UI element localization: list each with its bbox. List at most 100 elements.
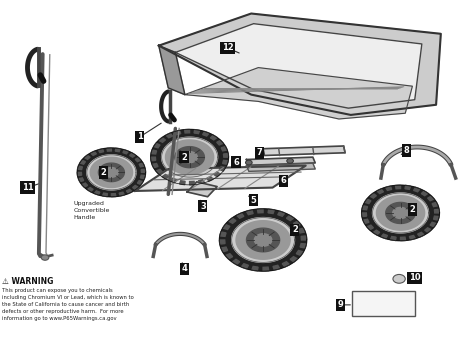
Polygon shape: [94, 191, 100, 195]
Polygon shape: [77, 172, 82, 175]
Polygon shape: [300, 244, 306, 248]
Polygon shape: [220, 232, 226, 236]
Text: 10: 10: [409, 273, 420, 282]
Polygon shape: [139, 163, 145, 167]
Polygon shape: [376, 196, 425, 230]
Polygon shape: [182, 152, 197, 163]
Polygon shape: [187, 182, 217, 197]
Polygon shape: [386, 186, 392, 190]
Polygon shape: [428, 196, 434, 201]
Polygon shape: [159, 14, 441, 115]
Polygon shape: [119, 192, 125, 196]
Polygon shape: [219, 209, 307, 271]
Text: 11: 11: [22, 183, 33, 192]
Polygon shape: [301, 236, 307, 240]
Polygon shape: [98, 149, 104, 152]
Polygon shape: [278, 211, 285, 216]
Polygon shape: [162, 137, 218, 177]
Polygon shape: [105, 168, 118, 177]
Polygon shape: [102, 193, 108, 196]
Polygon shape: [80, 160, 85, 164]
Polygon shape: [252, 266, 258, 271]
Text: 12: 12: [222, 44, 233, 52]
Polygon shape: [127, 189, 132, 193]
Polygon shape: [257, 209, 263, 213]
Polygon shape: [286, 215, 294, 221]
Polygon shape: [425, 228, 431, 233]
Text: 3: 3: [200, 202, 206, 211]
FancyBboxPatch shape: [352, 291, 415, 316]
Polygon shape: [162, 174, 169, 179]
Polygon shape: [255, 234, 272, 246]
Polygon shape: [152, 164, 158, 168]
Polygon shape: [185, 68, 412, 119]
Polygon shape: [151, 129, 228, 185]
Polygon shape: [190, 182, 195, 185]
Polygon shape: [180, 181, 185, 185]
Text: 8: 8: [404, 146, 410, 155]
Polygon shape: [90, 157, 133, 188]
Text: This product can expose you to chemicals
including Chromium VI or Lead, which is: This product can expose you to chemicals…: [2, 288, 134, 321]
Polygon shape: [367, 225, 374, 230]
Text: 6: 6: [233, 158, 239, 167]
Polygon shape: [135, 158, 141, 162]
Polygon shape: [365, 199, 371, 203]
Polygon shape: [175, 24, 422, 108]
Polygon shape: [77, 148, 146, 197]
Polygon shape: [232, 259, 240, 265]
Polygon shape: [228, 218, 236, 223]
Polygon shape: [123, 150, 128, 154]
Polygon shape: [170, 178, 176, 183]
Polygon shape: [430, 222, 437, 227]
Polygon shape: [175, 130, 181, 135]
Polygon shape: [225, 254, 233, 259]
Circle shape: [246, 160, 252, 165]
Polygon shape: [246, 157, 315, 165]
Polygon shape: [362, 206, 367, 210]
Polygon shape: [214, 172, 220, 177]
Polygon shape: [223, 160, 228, 164]
Polygon shape: [377, 189, 383, 194]
Polygon shape: [141, 169, 146, 172]
Polygon shape: [135, 166, 306, 191]
Polygon shape: [246, 163, 315, 171]
Polygon shape: [84, 155, 90, 159]
Text: 5: 5: [251, 196, 256, 204]
Polygon shape: [246, 210, 253, 215]
Polygon shape: [165, 140, 214, 174]
Polygon shape: [273, 265, 280, 270]
Polygon shape: [224, 153, 228, 157]
Polygon shape: [391, 237, 396, 240]
Polygon shape: [223, 224, 230, 230]
Polygon shape: [381, 234, 387, 239]
Text: 6: 6: [281, 176, 286, 185]
Polygon shape: [395, 185, 401, 189]
Polygon shape: [263, 146, 345, 155]
Circle shape: [393, 274, 405, 283]
Text: 2: 2: [292, 225, 298, 234]
Polygon shape: [219, 240, 225, 244]
Polygon shape: [217, 140, 223, 145]
Polygon shape: [410, 236, 415, 240]
Polygon shape: [435, 209, 439, 213]
Circle shape: [287, 159, 293, 163]
Polygon shape: [78, 166, 82, 170]
Polygon shape: [111, 194, 116, 197]
Polygon shape: [207, 176, 213, 181]
Polygon shape: [151, 157, 155, 161]
Polygon shape: [299, 228, 305, 233]
Polygon shape: [133, 186, 138, 190]
Polygon shape: [237, 213, 244, 218]
Polygon shape: [373, 230, 380, 235]
Polygon shape: [154, 143, 160, 148]
Polygon shape: [421, 191, 428, 196]
Polygon shape: [221, 247, 228, 252]
Circle shape: [41, 255, 49, 260]
Polygon shape: [386, 202, 415, 223]
Polygon shape: [219, 167, 226, 171]
Polygon shape: [87, 155, 136, 190]
Polygon shape: [393, 208, 408, 218]
Text: 4: 4: [182, 264, 188, 273]
Polygon shape: [241, 264, 248, 269]
Polygon shape: [91, 151, 96, 155]
